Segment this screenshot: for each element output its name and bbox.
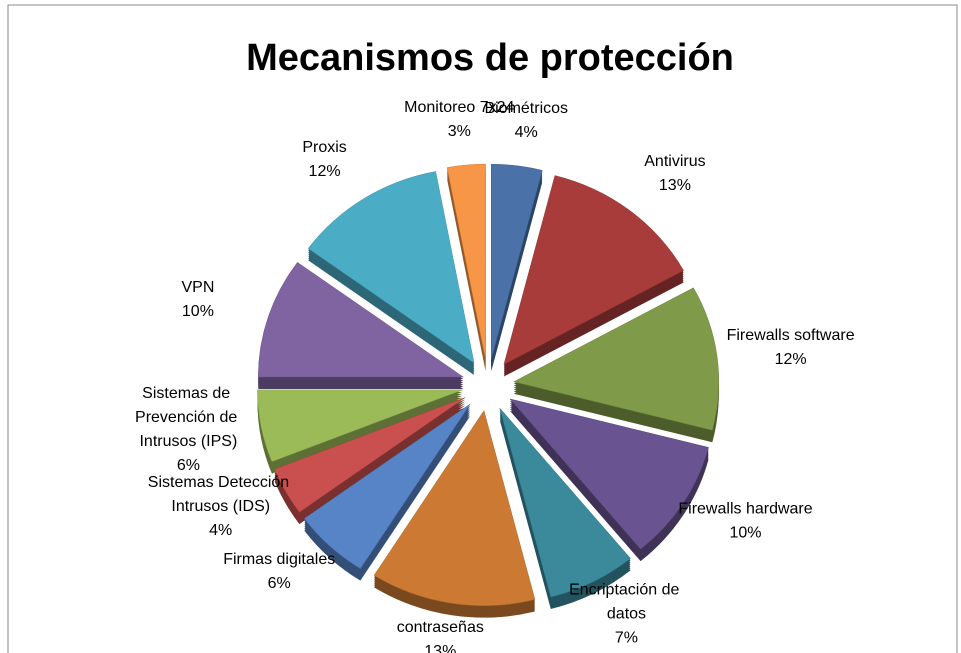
- slice: [513, 287, 720, 431]
- value-label: 6%: [268, 575, 291, 592]
- value-label: 10%: [182, 303, 214, 320]
- slice: [257, 389, 463, 462]
- chart-title: Mecanismos de protección: [246, 37, 734, 79]
- category-label: VPN: [181, 279, 214, 296]
- value-label: 6%: [177, 457, 200, 474]
- category-label-line: Sistemas Detección: [148, 474, 294, 491]
- category-label-line: Intrusos (IPS): [139, 433, 237, 450]
- category-label: Biométricos: [484, 100, 568, 117]
- slice: [499, 408, 631, 598]
- category-label: Firmas digitales: [223, 551, 335, 568]
- slice: [307, 171, 475, 364]
- category-label: contraseñas: [397, 619, 484, 636]
- slice: [373, 410, 536, 606]
- category-label-line: Encriptación de: [569, 581, 684, 598]
- category-label-line: datos: [607, 605, 646, 622]
- category-label-line: Firewalls hardware: [678, 500, 812, 517]
- category-label-line: Intrusos (IDS): [171, 498, 270, 515]
- category-label: Antivirus: [644, 153, 705, 170]
- category-label: Sistemas de Prevención de Intrusos (IPS): [135, 385, 242, 450]
- category-label-line: Monitoreo 7x24: [404, 99, 514, 116]
- value-label: 12%: [309, 163, 341, 180]
- value-label: 12%: [775, 351, 807, 368]
- slice: [491, 163, 543, 360]
- value-label: 3%: [448, 123, 471, 140]
- slice: [274, 397, 466, 513]
- category-label-line: VPN: [181, 279, 214, 296]
- slice: [303, 403, 471, 569]
- category-label: Firewalls software: [727, 327, 855, 344]
- category-label-line: contraseñas: [397, 619, 484, 636]
- value-label: 7%: [615, 629, 638, 646]
- category-label: Proxis: [302, 139, 346, 156]
- slice: [509, 398, 709, 550]
- category-label-line: Biométricos: [484, 100, 568, 117]
- value-label: 10%: [730, 524, 762, 541]
- category-label-line: Firmas digitales: [223, 551, 335, 568]
- category-label-line: Firewalls software: [727, 327, 855, 344]
- category-label-line: Proxis: [302, 139, 346, 156]
- category-label: Sistemas Detección Intrusos (IDS): [148, 474, 294, 515]
- value-label: 4%: [515, 124, 538, 141]
- category-label-line: Prevención de: [135, 409, 242, 426]
- slice: [446, 163, 486, 360]
- value-label: 13%: [424, 643, 456, 653]
- value-label: 13%: [659, 177, 691, 194]
- slice: [503, 175, 684, 365]
- category-label-line: Antivirus: [644, 153, 705, 170]
- slice: [258, 262, 465, 378]
- value-label: 4%: [209, 522, 232, 539]
- category-label-line: Sistemas de: [142, 385, 234, 402]
- category-label: Monitoreo 7x24: [404, 99, 514, 116]
- category-label: Firewalls hardware: [678, 500, 812, 517]
- category-label: Encriptación de datos: [569, 581, 684, 622]
